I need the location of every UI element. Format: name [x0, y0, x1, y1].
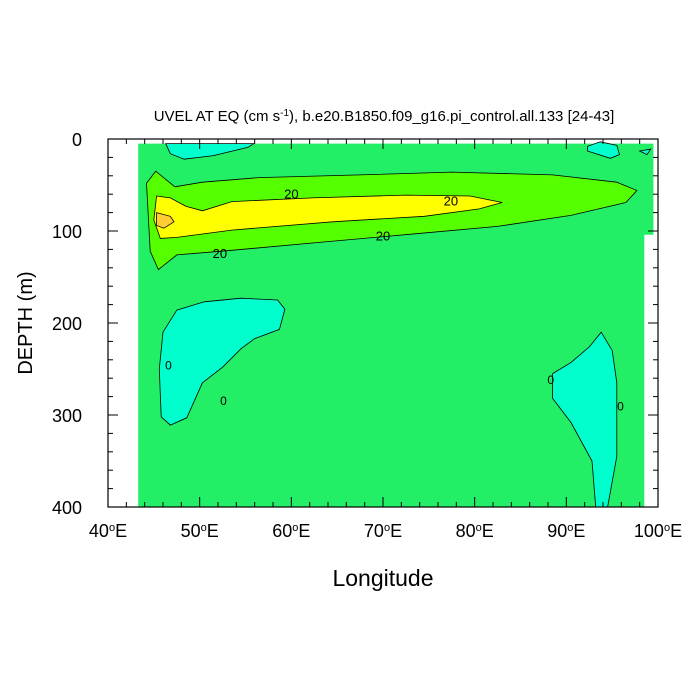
- contour-line-cyan-top: [165, 143, 256, 160]
- contour-line-green-band: [146, 170, 638, 271]
- x-tick-label: 70oE: [364, 521, 402, 541]
- y-axis-label: DEPTH (m): [15, 271, 37, 374]
- y-tick-label: 0: [72, 130, 82, 150]
- region-cyan-small-right: [639, 149, 651, 155]
- contour-label: 20: [444, 194, 458, 209]
- title-prefix: UVEL AT EQ (cm s: [154, 108, 280, 125]
- zero-contour-marker: 0: [165, 358, 172, 372]
- zero-contour-marker: 0: [617, 400, 624, 414]
- y-tick-label: 300: [52, 406, 82, 426]
- x-tick-label: 60oE: [272, 521, 310, 541]
- contour-line-cyan-top-right: [587, 141, 620, 159]
- contour-label: 20: [376, 229, 390, 244]
- contour-line-cyan-small-right: [638, 148, 652, 156]
- x-tick-label: 90oE: [547, 521, 585, 541]
- region-cyan-top: [165, 143, 254, 160]
- contour-line-yellow-core: [153, 194, 503, 239]
- region-cyan-left: [159, 298, 285, 426]
- x-axis-label: Longitude: [332, 565, 433, 591]
- zero-contour-marker: 0: [220, 394, 227, 408]
- title-suffix: ), b.e20.B1850.f09_g16.pi_control.all.13…: [289, 108, 614, 125]
- zero-contour-marker: 0: [547, 373, 554, 387]
- region-yellow-core: [153, 195, 503, 239]
- title-superscript: -1: [280, 108, 289, 119]
- chart-title: UVEL AT EQ (cm s-1), b.e20.B1850.f09_g16…: [154, 108, 615, 126]
- y-tick-label: 100: [52, 222, 82, 242]
- contour-line-orange-core: [156, 212, 175, 229]
- region-green-band: [146, 171, 637, 270]
- x-tick-label: 100oE: [634, 521, 682, 541]
- region-cyan-top-right: [587, 141, 620, 159]
- y-tick-label: 400: [52, 498, 82, 518]
- x-tick-label: 50oE: [181, 521, 219, 541]
- x-tick-label: 80oE: [456, 521, 494, 541]
- contour-line-cyan-left: [158, 297, 286, 426]
- y-tick-label: 200: [52, 314, 82, 334]
- contour-label-layer: 20 20 20 20 0 0 0 0: [165, 186, 624, 413]
- contour-label: 20: [284, 186, 298, 201]
- contour-label: 20: [213, 246, 227, 261]
- contour-fill-layer: [138, 141, 654, 507]
- axis-ticks: 40oE 50oE 60oE 70oE 80oE 90oE 100oE01002003004…: [52, 130, 682, 541]
- region-cyan-right: [552, 332, 617, 507]
- contour-line-layer: [146, 141, 652, 508]
- contour-line-cyan-right: [552, 331, 618, 508]
- x-tick-label: 40oE: [89, 521, 127, 541]
